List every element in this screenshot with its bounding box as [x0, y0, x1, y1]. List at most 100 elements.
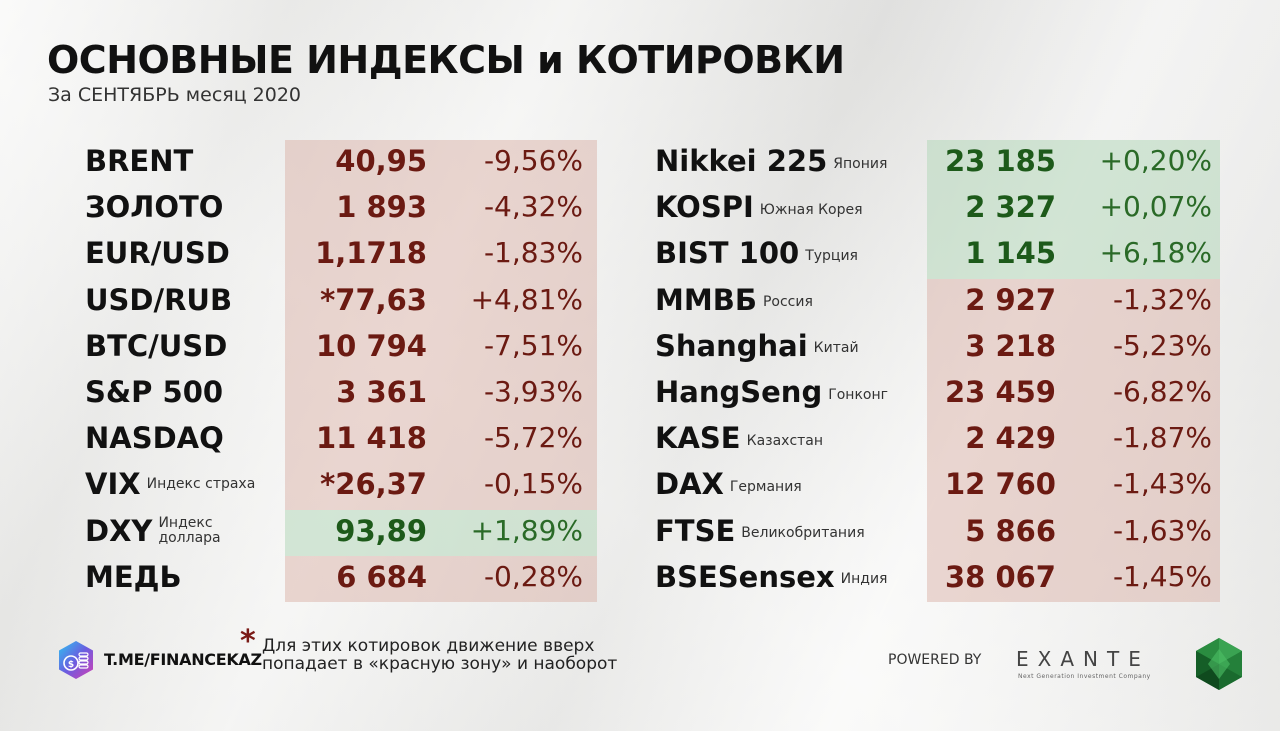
zone-background-red [285, 140, 597, 510]
quote-change: +1,89% [470, 513, 583, 547]
quote-name: Nikkei 225 Япония [655, 144, 887, 178]
quote-value: 40,95 [335, 144, 427, 178]
quote-name: KASE Казахстан [655, 421, 823, 455]
quote-name-label: NASDAQ [85, 421, 224, 456]
quote-change: -3,93% [483, 375, 583, 408]
exante-logo-text: EXANTE [1016, 647, 1150, 671]
quote-subtitle: Казахстан [746, 432, 824, 449]
quote-change: -1,83% [483, 236, 583, 270]
quote-name-label: DXY [85, 513, 153, 548]
quote-row: BSESensex Индия 38 067 -1,45% [655, 556, 1220, 602]
svg-text:$: $ [68, 660, 74, 670]
quote-subtitle: Индия [840, 571, 888, 588]
quote-name-label: VIX [85, 467, 141, 502]
quote-change: -0,15% [483, 467, 583, 501]
quote-row: BRENT 40,95 -9,56% [85, 140, 650, 186]
quote-value: 2 429 [965, 421, 1056, 456]
exante-tagline: Next Generation Investment Company [1018, 673, 1151, 680]
zone-background-green [285, 509, 597, 556]
quote-name: Shanghai Китай [655, 329, 859, 363]
quote-change: -5,23% [1112, 328, 1212, 362]
quote-change: +0,20% [1099, 144, 1212, 177]
quote-row: Shanghai Китай 3 218 -5,23% [655, 325, 1220, 371]
zone-background-red [285, 555, 597, 602]
quote-value: 23 459 [945, 375, 1056, 409]
quote-name-label: FTSE [655, 513, 736, 548]
quote-name-label: ЗОЛОТО [85, 190, 224, 225]
quote-name: KOSPI Южная Корея [655, 190, 863, 224]
quote-name: ЗОЛОТО [85, 190, 223, 224]
quote-name-label: DAX [655, 467, 724, 502]
quote-row: МЕДЬ 6 684 -0,28% [85, 556, 650, 602]
quote-name-label: EUR/USD [85, 236, 230, 271]
quote-value: 5 866 [965, 513, 1056, 548]
coin-stack-icon: $ [59, 641, 93, 679]
quote-value: 3 218 [965, 328, 1056, 363]
quote-change: -1,45% [1112, 559, 1212, 593]
quote-subtitle: Гонконг [828, 386, 888, 403]
quote-change: -0,28% [483, 559, 583, 593]
quote-name-label: МЕДЬ [85, 559, 182, 594]
quote-value: 93,89 [335, 513, 427, 548]
quote-value: *77,63 [320, 282, 427, 317]
quote-change: +6,18% [1099, 236, 1212, 270]
quote-name: BTC/USD [85, 329, 227, 363]
quote-row: VIX Индекс страха *26,37 -0,15% [85, 463, 650, 509]
quote-value: 2 927 [965, 282, 1056, 317]
emerald-gem-icon [1196, 638, 1242, 690]
telegram-link[interactable]: T.ME/FINANCEKAZ [104, 650, 262, 669]
quote-subtitle: Германия [729, 478, 802, 495]
quote-change: -1,87% [1112, 421, 1212, 455]
quote-change: -1,63% [1112, 513, 1212, 547]
right-value-background [927, 140, 1220, 602]
quote-value: 10 794 [316, 328, 427, 363]
quote-name: DAX Германия [655, 467, 802, 501]
quote-row: ЗОЛОТО 1 893 -4,32% [85, 186, 650, 232]
quote-subtitle: Великобритания [741, 525, 865, 542]
quote-name: USD/RUB [85, 283, 232, 317]
quote-row: DXY Индекс доллара 93,89 +1,89% [85, 510, 650, 556]
quote-name-label: BSESensex [655, 559, 835, 594]
quote-change: -1,32% [1112, 282, 1212, 316]
quote-name: FTSE Великобритания [655, 514, 865, 548]
quote-value: 11 418 [316, 421, 427, 456]
quote-value: 3 361 [336, 375, 427, 409]
quote-value: 6 684 [336, 559, 427, 594]
quote-row: FTSE Великобритания 5 866 -1,63% [655, 510, 1220, 556]
quote-subtitle: Южная Корея [759, 201, 863, 218]
quote-name: VIX Индекс страха [85, 467, 257, 501]
quote-name: МЕДЬ [85, 560, 182, 594]
quote-value: *26,37 [320, 467, 427, 502]
quote-row: BTC/USD 10 794 -7,51% [85, 325, 650, 371]
quote-name-label: Nikkei 225 [655, 144, 828, 178]
quote-value: 1 893 [336, 190, 427, 225]
quote-value: 1 145 [965, 236, 1056, 271]
quote-name-label: Shanghai [655, 328, 808, 363]
page-subtitle: За СЕНТЯБРЬ месяц 2020 [48, 84, 302, 106]
quote-change: -9,56% [483, 144, 583, 177]
quote-name: BIST 100 Турция [655, 236, 858, 270]
left-value-background [285, 140, 597, 602]
quote-subtitle: Турция [805, 247, 858, 264]
quote-name-label: BTC/USD [85, 328, 228, 363]
quote-name-label: BRENT [85, 144, 194, 178]
quote-value: 38 067 [945, 559, 1056, 594]
zone-background-green [927, 140, 1220, 279]
quote-name-label: KASE [655, 421, 741, 456]
quote-name: ММВБ Россия [655, 283, 813, 317]
quote-value: 2 327 [965, 190, 1056, 225]
quote-name: EUR/USD [85, 236, 230, 270]
quote-change: -7,51% [483, 328, 583, 362]
quote-name-label: HangSeng [655, 375, 823, 409]
quote-row: HangSeng Гонконг 23 459 -6,82% [655, 371, 1220, 417]
quote-subtitle: Индекс страха [146, 475, 256, 492]
quote-row: KASE Казахстан 2 429 -1,87% [655, 417, 1220, 463]
footnote: Для этих котировок движение вверх попада… [262, 636, 618, 674]
zone-background-red [927, 278, 1220, 602]
page-title: ОСНОВНЫЕ ИНДЕКСЫ и КОТИРОВКИ [47, 38, 845, 82]
quote-row: KOSPI Южная Корея 2 327 +0,07% [655, 186, 1220, 232]
quote-subtitle: Индекс доллара [158, 514, 221, 546]
quote-subtitle: Россия [762, 294, 813, 311]
quote-row: ММВБ Россия 2 927 -1,32% [655, 279, 1220, 325]
quote-row: USD/RUB *77,63 +4,81% [85, 279, 650, 325]
